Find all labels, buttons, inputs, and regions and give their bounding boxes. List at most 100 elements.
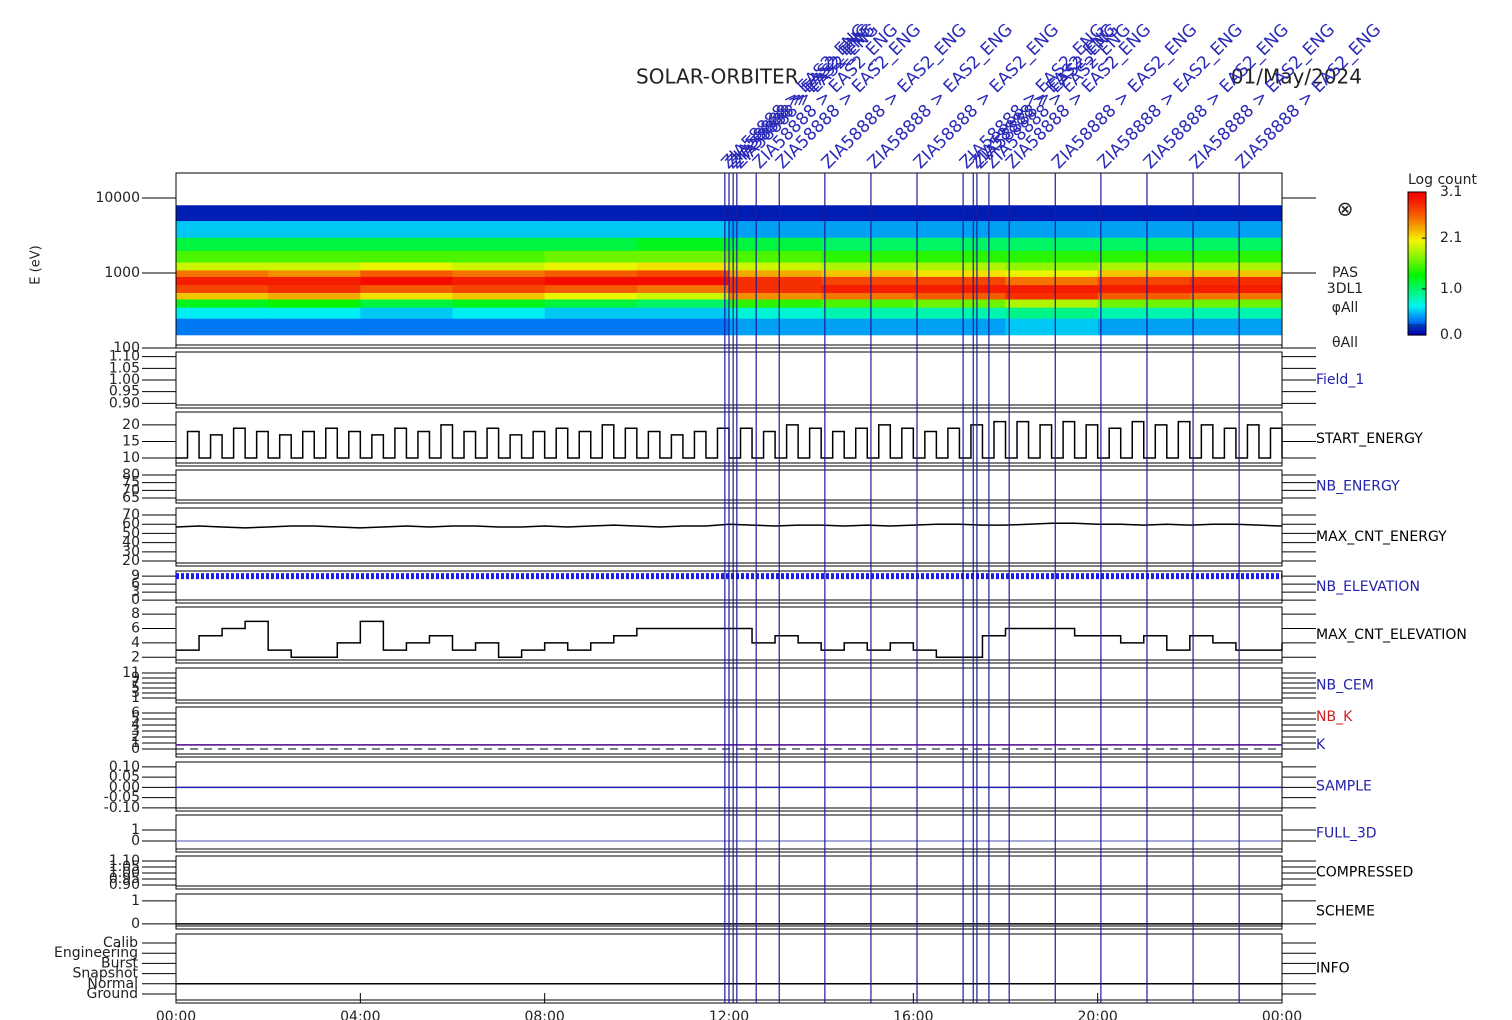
- y-category-label: Burst: [101, 955, 139, 971]
- spectrogram-cell: [268, 276, 361, 286]
- x-tick-label: 20:00: [1077, 1009, 1117, 1020]
- spectrogram-cell: [1097, 284, 1191, 293]
- colorbar-swatch: [1408, 277, 1426, 281]
- colorbar-swatch: [1408, 199, 1426, 203]
- spectrogram-cell: [821, 307, 914, 319]
- spectrogram-cell: [821, 237, 914, 251]
- spectrogram-cell: [176, 237, 269, 251]
- spectrogram-cell: [176, 250, 269, 263]
- y-tick-label: 0.05: [109, 769, 140, 785]
- spectrogram-cell: [1189, 284, 1283, 293]
- y-tick-label: 30: [122, 544, 140, 560]
- spectrogram-cell: [544, 292, 638, 300]
- colorbar-swatch: [1408, 325, 1426, 329]
- spectrogram-cell: [821, 220, 914, 238]
- spectrogram-cell: [636, 307, 730, 319]
- panel-label: SCHEME: [1316, 904, 1375, 920]
- x-tick-label: 12:00: [709, 1009, 749, 1020]
- colorbar-swatch: [1408, 242, 1426, 246]
- panel-label: MAX_CNT_ENERGY: [1316, 529, 1447, 545]
- y-tick-label: 1000: [104, 265, 140, 281]
- y-tick-label: 50: [122, 525, 140, 541]
- colorbar-swatch: [1408, 270, 1426, 274]
- x-tick-label: 16:00: [893, 1009, 933, 1020]
- panel-label: SAMPLE: [1316, 779, 1372, 795]
- colorbar-swatch: [1408, 265, 1426, 269]
- y-tick-label: 4: [131, 717, 140, 733]
- spectrogram-cell: [452, 220, 546, 238]
- spectrogram-cell: [268, 262, 361, 271]
- spectrogram-cell: [360, 299, 453, 308]
- spectrogram-cell: [1189, 292, 1283, 300]
- spectrogram-cell: [544, 237, 638, 251]
- colorbar-swatch: [1408, 215, 1426, 219]
- panel-label: MAX_CNT_ELEVATION: [1316, 627, 1467, 643]
- chart-date: 01/May/2024: [1231, 65, 1362, 89]
- colorbar-swatch: [1408, 320, 1426, 324]
- spectrogram-cell: [1097, 299, 1191, 308]
- y-category-label: Calib: [103, 935, 138, 951]
- spectrogram-cell: [360, 205, 453, 222]
- colorbar-swatch: [1408, 261, 1426, 265]
- colorbar-swatch: [1408, 244, 1426, 248]
- panel-label: NB_ELEVATION: [1316, 579, 1420, 595]
- spectrogram-cell: [1005, 276, 1099, 286]
- spectrogram-cell: [1189, 269, 1283, 277]
- colorbar-swatch: [1408, 222, 1426, 226]
- colorbar-swatch: [1408, 275, 1426, 279]
- spectrogram-cell: [1189, 262, 1283, 271]
- spectrogram-cell: [1097, 318, 1191, 336]
- spectrogram-cell: [1097, 220, 1191, 238]
- colorbar-swatch: [1408, 208, 1426, 212]
- spectrogram-cell: [176, 269, 269, 277]
- spectrogram-cell: [1097, 262, 1191, 271]
- spectrogram-cell: [821, 276, 914, 286]
- panel-label: Field_1: [1316, 372, 1364, 388]
- colorbar-swatch: [1408, 227, 1426, 231]
- y-tick-label: 8: [131, 606, 140, 622]
- spectrogram-cell: [729, 250, 822, 263]
- spectrogram-cell: [176, 276, 269, 286]
- y-category-label: Snapshot: [73, 966, 139, 982]
- spectrogram-cell: [1097, 292, 1191, 300]
- colorbar-swatch: [1408, 280, 1426, 284]
- colorbar-swatch: [1408, 263, 1426, 267]
- y-tick-label: 6: [131, 621, 140, 637]
- y-tick-label: 1.05: [109, 360, 140, 376]
- colorbar-tick-label: 3.1: [1440, 184, 1462, 200]
- y-tick-label: 0.00: [109, 779, 140, 795]
- spectrogram-cell: [176, 318, 269, 336]
- y-tick-label: 4: [131, 635, 140, 651]
- y-tick-label: 65: [122, 490, 140, 506]
- spectrogram-cell: [913, 220, 1006, 238]
- y-tick-label: -0.05: [104, 790, 140, 806]
- y-tick-label: 10: [122, 450, 140, 466]
- spectrogram-cell: [1005, 237, 1099, 251]
- panel-label: FULL_3D: [1316, 826, 1377, 842]
- spectrogram-cell: [268, 307, 361, 319]
- spectrogram-cell: [544, 284, 638, 293]
- spectrogram-cell: [913, 269, 1006, 277]
- spectrogram-cell: [636, 276, 730, 286]
- y-category-label: Engineering: [54, 945, 138, 961]
- colorbar-swatch: [1408, 220, 1426, 224]
- spectrogram-cell: [176, 205, 269, 222]
- chart-title: SOLAR-ORBITER: [636, 65, 799, 89]
- y-tick-label: 0: [131, 592, 140, 608]
- panel-label: COMPRESSED: [1316, 865, 1413, 881]
- spectrogram-cell: [1005, 269, 1099, 277]
- spectrogram-cell: [1005, 220, 1099, 238]
- spectrogram-cell: [360, 262, 453, 271]
- spectrogram-cell: [1097, 250, 1191, 263]
- colorbar-swatch: [1408, 256, 1426, 260]
- y-tick-label: 3: [131, 723, 140, 739]
- y-tick-label: 11: [122, 665, 140, 681]
- colorbar-swatch: [1408, 213, 1426, 217]
- colorbar-swatch: [1408, 299, 1426, 303]
- spectrogram-cell: [1097, 205, 1191, 222]
- spectrogram-cell: [452, 292, 546, 300]
- colorbar-swatch: [1408, 313, 1426, 317]
- spectrogram-cell: [821, 262, 914, 271]
- x-tick-label: 04:00: [340, 1009, 380, 1020]
- y-category-label: Ground: [87, 986, 139, 1002]
